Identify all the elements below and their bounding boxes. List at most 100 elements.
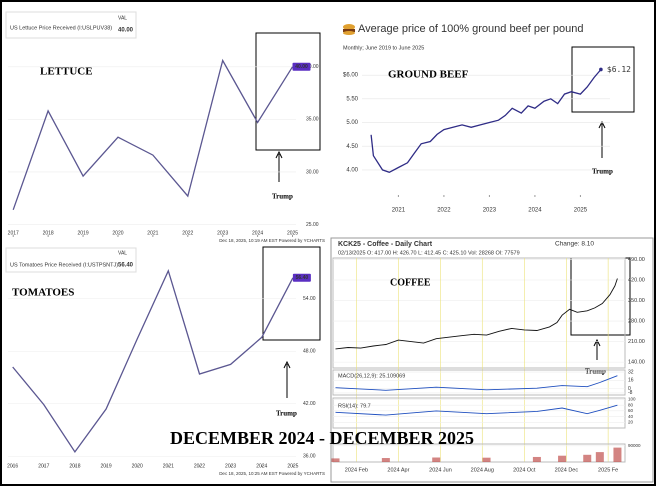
- value-label: 40.00: [295, 64, 308, 70]
- y-tick-label: 20: [628, 419, 634, 424]
- note: Trump: [272, 193, 293, 201]
- y-tick-label: 30.00: [306, 169, 319, 175]
- bun: [343, 31, 355, 35]
- highlight-box: [571, 46, 635, 113]
- y-tick-label: 48.00: [303, 349, 316, 355]
- x-tick-label: 2024 Dec: [555, 467, 579, 473]
- x-tick-label: 2017: [38, 463, 49, 469]
- legend-label: VAL: [118, 250, 127, 256]
- highlight-box: [262, 246, 321, 341]
- x-tick-label: 2023: [483, 208, 497, 214]
- x-tick-label: 2018: [43, 230, 54, 236]
- footer: Dec 18, 2025, 10:19 AM EST Powered by YC…: [219, 238, 325, 243]
- title: US Lettuce Price Received (I:USLPUV38): [10, 25, 112, 31]
- x-tick-label: 2024 Oct: [513, 467, 536, 473]
- volume-bar: [583, 454, 592, 462]
- x-tick-label: 2021: [163, 463, 174, 469]
- plot-area: [332, 257, 626, 369]
- series-line: [12, 268, 294, 454]
- annotation: TOMATOES: [12, 287, 74, 299]
- y-tick-label: 80: [628, 402, 634, 407]
- y-tick-label: 5.00: [346, 120, 358, 126]
- subtitle: 02/13/2025 O: 417.00 H: 426.70 L: 412.45…: [338, 250, 520, 256]
- volume-bar: [558, 455, 567, 462]
- x-tick-label: 2019: [101, 463, 112, 469]
- y-tick-label: 42.00: [303, 401, 316, 407]
- title: KCK25 - Coffee - Daily Chart: [338, 241, 433, 248]
- x-tick-label: 2024: [256, 463, 267, 469]
- title: RSI(14): 79.7: [338, 403, 371, 409]
- x-tick-label: 2022: [194, 463, 205, 469]
- x-tick-label: 2023: [217, 230, 228, 236]
- x-tick-label: 2017: [8, 230, 19, 236]
- series-line: [335, 278, 618, 350]
- x-tick-label: 2023: [225, 463, 236, 469]
- y-tick-label: 350.00: [628, 298, 645, 304]
- y-tick-label: 35.00: [306, 117, 319, 123]
- arrows: [275, 120, 606, 398]
- volume-bar: [595, 452, 604, 462]
- bun: [343, 24, 355, 30]
- last-point: [599, 67, 603, 72]
- y-tick-label: 36.00: [303, 454, 316, 460]
- y-tick-label: 4.00: [346, 167, 358, 173]
- x-tick-label: 2022: [182, 230, 193, 236]
- volume-bar: [532, 456, 541, 462]
- change: Change: 8.10: [555, 241, 594, 248]
- legend-value: 56.40: [118, 263, 134, 269]
- plot-area: [332, 443, 626, 463]
- annotation: GROUND BEEF: [388, 69, 469, 81]
- plot-area: [332, 397, 626, 429]
- series-line: [370, 69, 602, 174]
- volume-bar: [613, 447, 622, 462]
- x-tick-label: 2024 Aug: [471, 467, 494, 473]
- lettuce-header-box: [5, 11, 137, 39]
- y-tick-label: 32: [628, 369, 634, 375]
- highlight-box: [255, 32, 321, 151]
- x-tick-label: 2024 Feb: [345, 467, 368, 473]
- note: Trump: [276, 410, 297, 418]
- legend-label: VAL: [118, 15, 127, 21]
- annotation: LETTUCE: [40, 66, 93, 78]
- y-tick-label: -8: [628, 390, 633, 396]
- y-tick-label: 280.00: [628, 319, 645, 325]
- footer: Dec 18, 2025, 10:25 AM EST Powered by YC…: [219, 471, 325, 476]
- plots: 25.00 30.00 35.00 40.00 2017 2018 2019 2020 2021…: [7, 15, 645, 476]
- legend-value: 40.00: [118, 28, 134, 34]
- value-label-bg: [292, 62, 311, 71]
- tomato-header-box: [5, 247, 137, 273]
- value-label: $6.12: [607, 65, 631, 74]
- y-tick-label: 16: [628, 378, 634, 384]
- note: Trump: [585, 368, 606, 376]
- x-tick-label: 2025: [574, 208, 588, 214]
- plot-area: [332, 369, 626, 396]
- x-tick-label: 2016: [7, 463, 18, 469]
- y-tick-label: $6.00: [343, 73, 359, 79]
- title: Average price of 100% ground beef per po…: [358, 23, 583, 35]
- x-tick-label: 2020: [132, 463, 143, 469]
- banner: DECEMBER 2024 - DECEMBER 2025: [170, 428, 474, 448]
- annotation: COFFEE: [390, 277, 431, 288]
- y-tick-label: 25.00: [306, 222, 319, 228]
- x-tick-label: 2025: [287, 463, 298, 469]
- title: MACD(26,12,9): 25.109069: [338, 373, 405, 379]
- x-tick-label: 2024: [528, 208, 542, 214]
- coffee-frame: [330, 237, 654, 483]
- y-tick-label: 0: [628, 386, 631, 392]
- patty: [343, 29, 355, 32]
- value-label-bg: [292, 273, 311, 282]
- value-label: 56.40: [296, 275, 309, 281]
- x-tick-label: 2024: [252, 230, 263, 236]
- x-tick-label: 2025: [287, 230, 298, 236]
- x-tick-label: 2024 Jun: [429, 467, 452, 473]
- volume-bar: [381, 458, 390, 462]
- y-tick-label: 54.00: [303, 296, 316, 302]
- x-tick-label: 2025 Fe: [598, 467, 618, 473]
- note: Trump: [592, 168, 613, 176]
- volume-bar: [482, 457, 491, 462]
- burger-icon: [343, 24, 355, 35]
- arrow-head: [275, 150, 283, 159]
- series-line: [335, 404, 618, 416]
- y-tick-label: 100: [628, 397, 636, 402]
